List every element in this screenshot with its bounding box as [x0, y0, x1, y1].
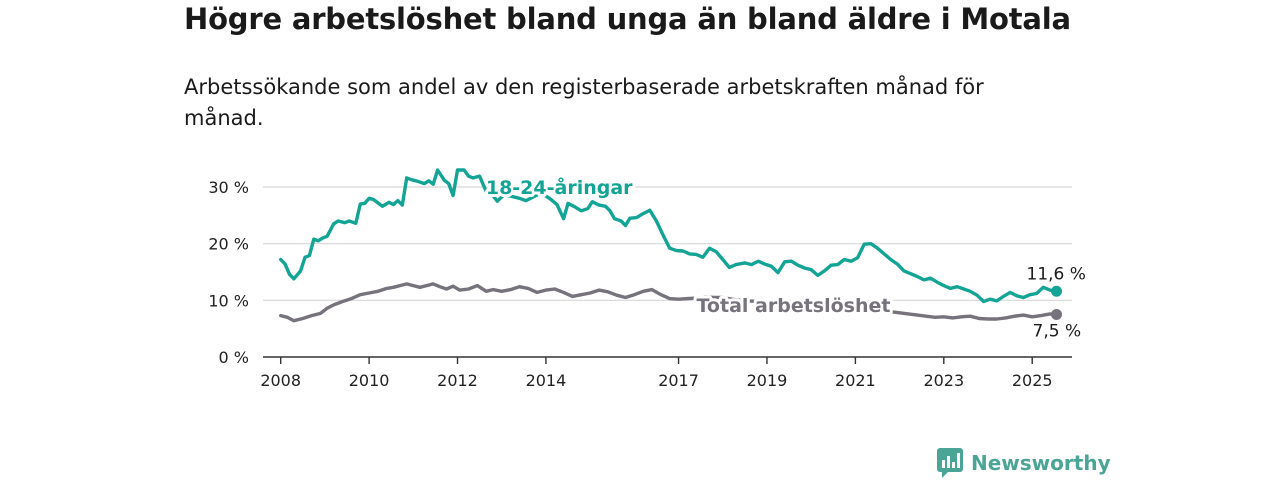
x-tick-label: 2014	[526, 371, 567, 390]
y-tick-label: 20 %	[208, 235, 249, 254]
x-tick-label: 2008	[260, 371, 301, 390]
y-tick-label: 0 %	[219, 348, 249, 367]
x-tick-label: 2023	[923, 371, 964, 390]
axes: 0 % 10 % 20 % 30 % 2008 2010 2012 2014 2017 2019 2…	[208, 178, 1072, 390]
line-chart: 0 % 10 % 20 % 30 % 2008 2010 2012 2014 2017 2019 2…	[208, 168, 1089, 390]
x-tick-label: 2017	[658, 371, 699, 390]
y-tick-label: 10 %	[208, 291, 249, 310]
x-tick-label: 2021	[835, 371, 876, 390]
end-value-label: 11,6 %	[1027, 264, 1086, 284]
series-end-point-1	[1051, 309, 1063, 320]
series-line-0	[279, 168, 1059, 304]
end-value-label: 7,5 %	[1033, 322, 1082, 342]
series-line-1	[279, 282, 1059, 323]
series-lines	[279, 168, 1063, 323]
x-tick-label: 2012	[437, 371, 478, 390]
x-tick-label: 2025	[1012, 371, 1053, 390]
y-tick-label: 30 %	[208, 178, 249, 197]
bar-chart-logo-icon	[937, 448, 963, 478]
series-end-point-0	[1051, 285, 1063, 297]
chart-subtitle: Arbetssökande som andel av den registerb…	[184, 75, 984, 130]
newsworthy-brand: Newsworthy	[937, 448, 1111, 478]
x-tick-label: 2019	[747, 371, 788, 390]
brand-name: Newsworthy	[971, 451, 1111, 475]
x-tick-label: 2010	[349, 371, 390, 390]
series-name-label-0: 18-24-åringar	[486, 175, 633, 199]
series-labels: 18-24-åringar Total arbetslöshet 11,6 % 7,5…	[483, 172, 1089, 344]
chart-title: Högre arbetslöshet bland unga än bland ä…	[184, 2, 1071, 36]
series-name-label-1: Total arbetslöshet	[697, 295, 891, 317]
